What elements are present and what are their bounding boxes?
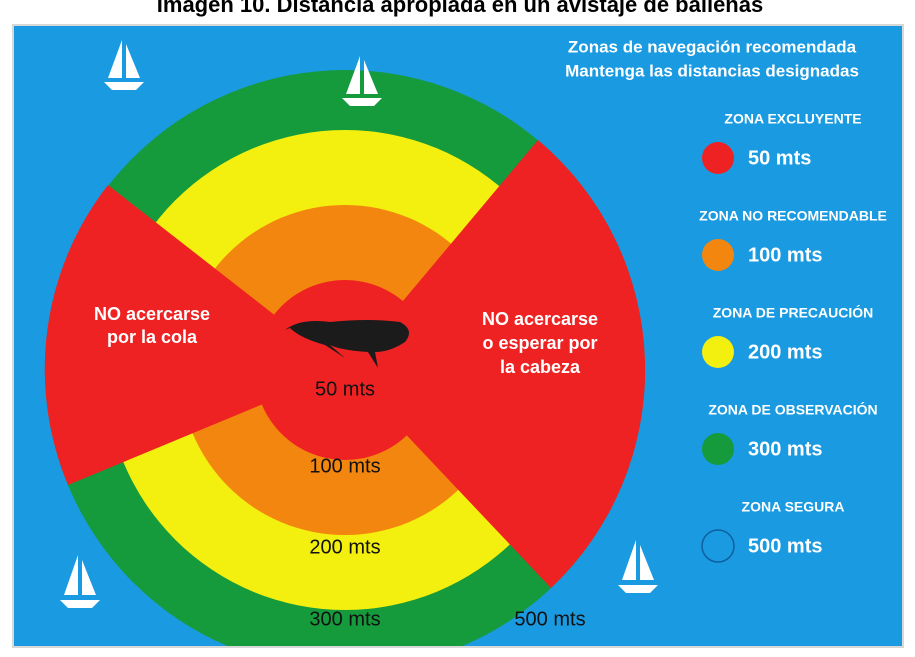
legend-zone: ZONA DE PRECAUCIÓN — [713, 304, 874, 321]
heading: Mantenga las distancias designadas — [565, 61, 859, 80]
legend-distance: 50 mts — [748, 147, 811, 169]
wedge-text: por la cola — [107, 327, 198, 347]
infographic: Imagen 10. Distancia apropiada en un avi… — [0, 0, 915, 652]
wedge-text: NO acercarse — [94, 304, 210, 324]
legend-swatch — [702, 142, 734, 174]
legend-distance: 200 mts — [748, 341, 823, 363]
legend-swatch — [702, 433, 734, 465]
legend-distance: 100 mts — [748, 244, 823, 266]
ring-label: 200 mts — [309, 536, 380, 558]
legend-swatch — [702, 336, 734, 368]
legend-zone: ZONA DE OBSERVACIÓN — [708, 401, 877, 418]
legend-zone: ZONA EXCLUYENTE — [724, 111, 861, 127]
page: Imagen 10. Distancia apropiada en un avi… — [0, 0, 915, 652]
legend-swatch — [702, 239, 734, 271]
wedge-text: NO acercarse — [482, 309, 598, 329]
wedge-text: o esperar por — [482, 333, 597, 353]
ring-label: 500 mts — [514, 608, 585, 630]
ring-label: 100 mts — [309, 455, 380, 477]
title: Imagen 10. Distancia apropiada en un avi… — [157, 0, 763, 17]
ring-label: 300 mts — [309, 608, 380, 630]
heading: Zonas de navegación recomendada — [568, 37, 857, 56]
legend-zone: ZONA NO RECOMENDABLE — [699, 208, 887, 224]
ring-label: 50 mts — [315, 378, 375, 400]
wedge-text: la cabeza — [500, 357, 581, 377]
legend-swatch — [702, 530, 734, 562]
legend-distance: 300 mts — [748, 438, 823, 460]
legend-distance: 500 mts — [748, 535, 823, 557]
legend-zone: ZONA SEGURA — [742, 499, 845, 515]
